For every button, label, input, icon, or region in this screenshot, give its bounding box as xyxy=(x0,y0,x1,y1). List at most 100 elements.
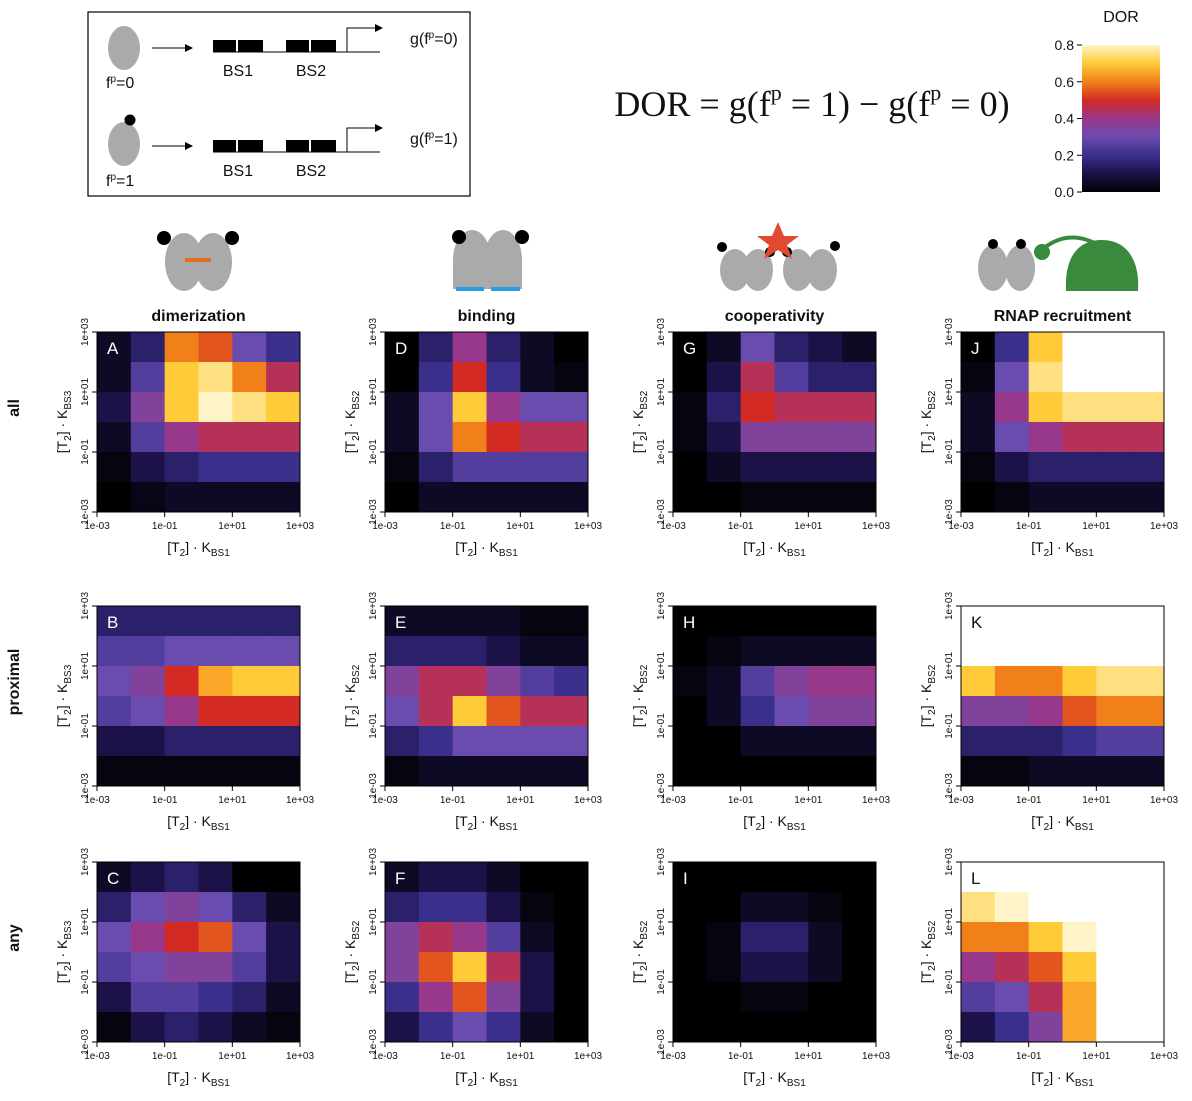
heatmap-cell xyxy=(1130,482,1165,513)
heatmap-cell xyxy=(1062,422,1097,453)
heatmap-cell xyxy=(97,726,132,757)
x-axis-label: [T2] · KBS1 xyxy=(455,539,518,559)
label-part: ] · K xyxy=(918,409,934,435)
heatmap-cell xyxy=(1130,862,1165,893)
heatmap-cell xyxy=(1096,922,1131,953)
y-tick-label: 1e+03 xyxy=(656,592,667,621)
heatmap-cell xyxy=(994,862,1030,893)
heatmap-cell xyxy=(198,332,233,363)
label-sub: 2 xyxy=(468,1078,474,1089)
heatmap-cell xyxy=(130,666,166,697)
heatmap-cell xyxy=(842,952,877,983)
heatmap-cell xyxy=(1028,606,1063,637)
heatmap-cell xyxy=(740,862,775,893)
label-sub: 2 xyxy=(756,548,762,559)
label-part: [T xyxy=(167,813,180,829)
x-tick-label: 1e-01 xyxy=(152,795,178,806)
heatmap-cell xyxy=(961,332,996,363)
heatmap-cell xyxy=(1130,392,1165,423)
heatmap-cell xyxy=(554,1012,589,1043)
heatmap-cell xyxy=(266,892,301,923)
heatmap-cell xyxy=(130,392,166,423)
label-part: [T xyxy=(342,970,358,983)
heatmap-cell xyxy=(554,392,589,423)
heatmap-cell xyxy=(164,422,199,453)
plot-frame xyxy=(960,331,1165,513)
heatmap-cell xyxy=(266,482,301,513)
x-tick-label: 1e-03 xyxy=(372,1051,398,1062)
y-tick-label: 1e-01 xyxy=(80,969,91,995)
heatmap-cell xyxy=(740,422,775,453)
heatmap-cell xyxy=(164,482,199,513)
label-sub: 2 xyxy=(927,709,938,715)
heatmap-cell xyxy=(1096,636,1131,667)
heatmap-cell xyxy=(774,892,809,923)
label-sub: 2 xyxy=(639,709,650,715)
site-label: BS1 xyxy=(223,163,253,180)
label-part: ] · K xyxy=(761,813,787,829)
heatmap-cell xyxy=(554,922,589,953)
label-part: ] · K xyxy=(54,683,70,709)
label-part: ] · K xyxy=(473,539,499,555)
heatmap-cell xyxy=(808,1012,843,1043)
heatmap-cell xyxy=(198,666,233,697)
label-sub: BS1 xyxy=(1075,1078,1094,1089)
label-part: [T xyxy=(918,714,934,727)
heatmap-cell xyxy=(1096,332,1131,363)
label-part: ] · K xyxy=(473,813,499,829)
label-sub: BS3 xyxy=(63,920,74,939)
heatmap-cell xyxy=(1062,452,1097,483)
label-sub: BS2 xyxy=(351,390,362,409)
heatmap-cell xyxy=(842,892,877,923)
schematic: fp=0 BS1 BS2 g(fp=0) fp=1 BS1 BS2 g(fp=1… xyxy=(87,11,471,197)
heatmap-cell xyxy=(1028,892,1063,923)
heatmap-cell xyxy=(842,606,877,637)
heatmap-cell xyxy=(1028,696,1063,727)
label-sub: 2 xyxy=(63,965,74,971)
x-tick-label: 1e+03 xyxy=(574,795,603,806)
heatmap-cell xyxy=(266,606,301,637)
heatmap-cell xyxy=(808,606,843,637)
heatmap-cell xyxy=(808,726,843,757)
heatmap-cell xyxy=(554,362,589,393)
schematic-frame xyxy=(87,11,471,197)
heatmap-cell xyxy=(164,892,199,923)
heatmap-cell xyxy=(418,362,454,393)
heatmap-cell xyxy=(706,332,742,363)
heatmap-cell xyxy=(520,362,555,393)
panel-letter: B xyxy=(107,613,118,632)
heatmap-cell xyxy=(520,726,555,757)
heatmap-cell xyxy=(1096,756,1131,787)
label-part: ] · K xyxy=(630,939,646,965)
y-axis-label: [T2] · KBS3 xyxy=(54,664,74,727)
heatmap-cell xyxy=(97,362,132,393)
heatmap-cell xyxy=(130,332,166,363)
x-axis-label: [T2] · KBS1 xyxy=(1031,813,1094,833)
heatmap-cell xyxy=(994,666,1030,697)
heatmap-cell xyxy=(554,422,589,453)
equation-part: DOR = g(f xyxy=(614,84,770,124)
heatmap-cell xyxy=(418,756,454,787)
x-tick-label: 1e-01 xyxy=(440,521,466,532)
y-tick-label: 1e+01 xyxy=(656,908,667,937)
y-tick-label: 1e+03 xyxy=(368,848,379,877)
heatmap-cell xyxy=(842,756,877,787)
heatmap-cell xyxy=(740,922,775,953)
y-tick-label: 1e+03 xyxy=(368,318,379,347)
heatmap-cell xyxy=(961,636,996,667)
label-sub: BS2 xyxy=(351,664,362,683)
heatmap-cell xyxy=(232,422,267,453)
heatmap-cell xyxy=(774,452,809,483)
heatmap-cell xyxy=(452,482,487,513)
heatmap-cell xyxy=(554,696,589,727)
colorbar-tick-label: 0.2 xyxy=(1055,147,1075,163)
heatmap-cell xyxy=(1028,392,1063,423)
y-tick-label: 1e+01 xyxy=(80,908,91,937)
x-tick-label: 1e-03 xyxy=(660,1051,686,1062)
label-sub: BS2 xyxy=(927,920,938,939)
heatmap-cell xyxy=(164,726,199,757)
y-axis-label: [T2] · KBS2 xyxy=(918,664,938,727)
plot-frame xyxy=(96,331,301,513)
x-tick-label: 1e-01 xyxy=(152,1051,178,1062)
heatmap-cell xyxy=(842,922,877,953)
